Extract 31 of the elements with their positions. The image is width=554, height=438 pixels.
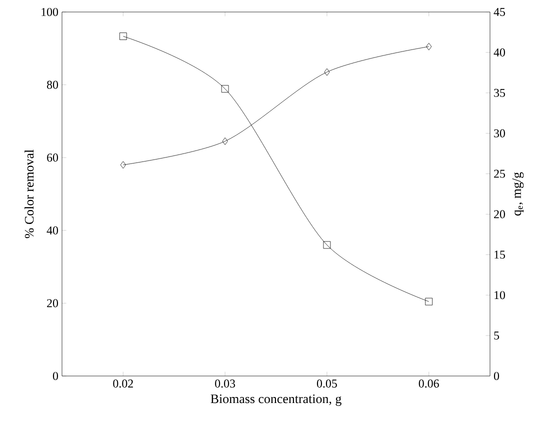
point — [120, 161, 126, 169]
x-axis-title: Biomass concentration, g — [210, 394, 342, 406]
y2-tick-label: 0 — [494, 372, 500, 380]
y2-tick-label: 10 — [494, 291, 506, 300]
y2-tick-label: 15 — [494, 250, 506, 259]
y-tick-label: 60 — [47, 154, 58, 162]
y2-tick-label: 25 — [494, 170, 506, 178]
x-tick-label: 0.03 — [215, 380, 236, 388]
y-tick-label: 20 — [47, 299, 58, 308]
point — [323, 241, 331, 249]
point — [221, 85, 229, 93]
y-axis-title: % Color removal — [24, 150, 34, 238]
point — [425, 298, 433, 306]
point — [222, 138, 228, 145]
y2-tick-label: 20 — [494, 210, 506, 218]
y2-tick-label: 5 — [494, 332, 500, 340]
y-tick-label: 100 — [42, 8, 58, 16]
point — [426, 42, 432, 50]
x-tick-label: 0.05 — [316, 380, 337, 388]
y2-tick-label: 35 — [494, 88, 506, 97]
y-tick-label: 80 — [46, 80, 58, 89]
y-tick-label: 40 — [46, 226, 58, 234]
x-tick-label: 0.06 — [418, 380, 439, 388]
y2-tick-label: 30 — [494, 129, 506, 138]
y2-tick-label: 40 — [494, 48, 506, 56]
point — [119, 32, 127, 40]
y2-axis-title: q$_{e}$, mg/g — [512, 172, 524, 216]
point — [324, 68, 330, 76]
y2-tick-label: 45 — [494, 8, 506, 16]
x-tick-label: 0.02 — [113, 380, 133, 388]
y-tick-label: 0 — [52, 372, 58, 380]
